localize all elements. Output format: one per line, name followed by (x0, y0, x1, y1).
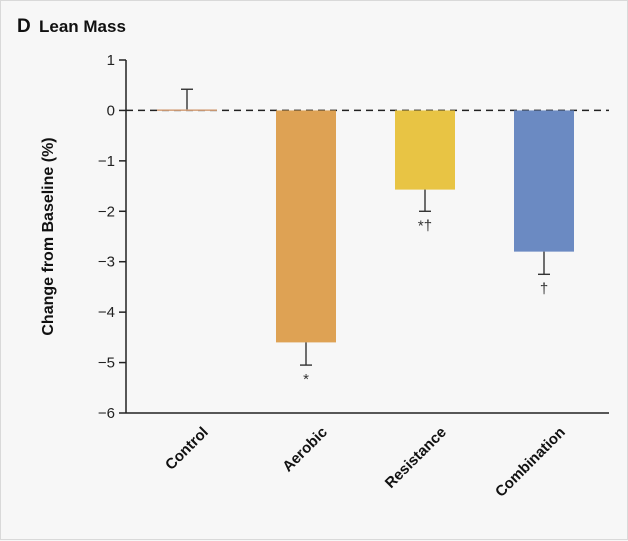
bar-control (157, 109, 217, 111)
y-tick-label: −5 (98, 355, 115, 372)
y-tick-label: −4 (98, 304, 115, 321)
y-tick-label: 0 (107, 102, 115, 119)
significance-mark: † (540, 280, 548, 297)
bar-combination (514, 110, 574, 252)
category-label-resistance: Resistance (382, 424, 450, 492)
bar-aerobic (276, 110, 336, 343)
y-tick-label: −1 (98, 153, 115, 170)
category-label-combination: Combination (492, 424, 569, 501)
y-tick-label: −3 (98, 254, 115, 271)
category-labels: Control Aerobic Resistance Combination (162, 424, 569, 501)
y-tick-label: −2 (98, 203, 115, 220)
category-label-control: Control (162, 424, 212, 474)
significance-mark: *† (418, 217, 432, 234)
y-tick-label: 1 (107, 52, 115, 69)
y-tick-label: −6 (98, 405, 115, 422)
bar-resistance (395, 110, 455, 190)
chart-title: Lean Mass (39, 17, 126, 36)
significance-mark: * (303, 371, 309, 388)
y-axis-label: Change from Baseline (%) (40, 137, 57, 335)
bars (157, 109, 574, 343)
error-bars: * *† † (181, 88, 550, 388)
panel-letter: D (17, 16, 31, 37)
category-label-aerobic: Aerobic (279, 424, 331, 476)
